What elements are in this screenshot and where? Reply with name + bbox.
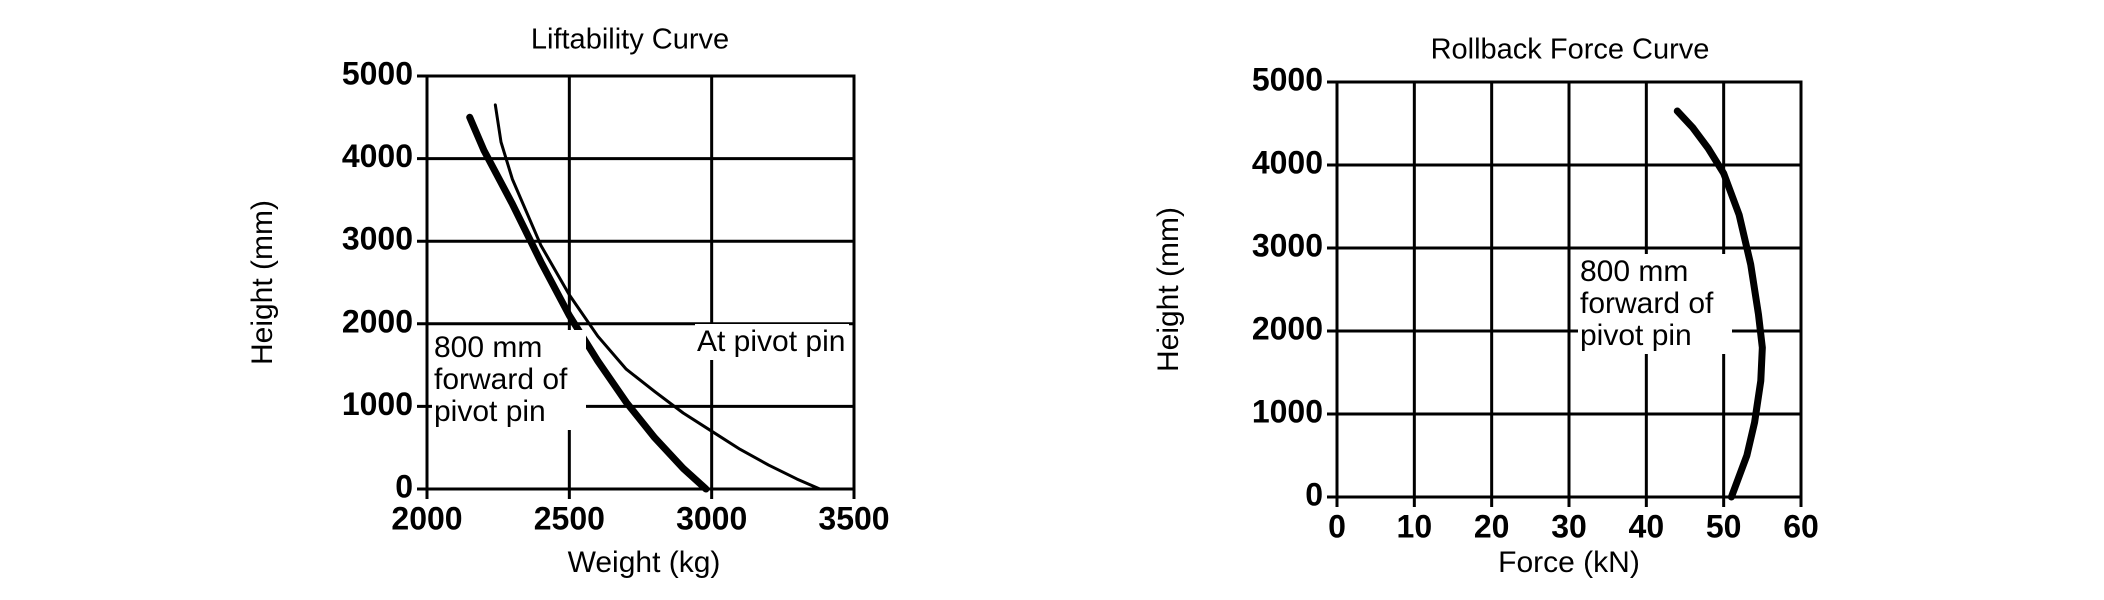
x-tick-label: 20	[1474, 508, 1510, 544]
y-tick-label: 4000	[342, 138, 413, 174]
data-line	[1673, 107, 1766, 501]
x-tick-label: 10	[1397, 508, 1433, 544]
y-tick-label: 3000	[1252, 227, 1323, 263]
series-label: 800 mm forward of pivot pin	[432, 330, 586, 430]
y-axis-label: Height (mm)	[1152, 207, 1185, 372]
x-tick-label: 0	[1328, 508, 1346, 544]
y-tick-label: 4000	[1252, 144, 1323, 180]
y-tick-label: 0	[395, 468, 413, 504]
y-tick-label: 1000	[342, 386, 413, 422]
y-axis-label: Height (mm)	[246, 200, 279, 365]
x-tick-label: 3000	[676, 500, 747, 536]
chart-title: Rollback Force Curve	[1431, 34, 1710, 66]
y-tick-label: 2000	[1252, 310, 1323, 346]
x-tick-label: 3500	[818, 500, 889, 536]
x-tick-label: 2000	[391, 500, 462, 536]
data-line	[466, 113, 710, 493]
data-line	[493, 103, 822, 491]
series-label: At pivot pin	[695, 324, 849, 360]
x-tick-label: 50	[1706, 508, 1742, 544]
plot-frame	[1335, 80, 1803, 499]
plot-frame	[425, 74, 856, 491]
x-axis-label: Force (kN)	[1498, 546, 1640, 579]
y-tick-label: 5000	[1252, 61, 1323, 97]
y-tick-label: 3000	[342, 221, 413, 257]
y-tick-label: 5000	[342, 55, 413, 91]
x-tick-label: 60	[1783, 508, 1819, 544]
y-tick-label: 2000	[342, 303, 413, 339]
x-axis-label: Weight (kg)	[568, 546, 721, 579]
y-tick-label: 1000	[1252, 393, 1323, 429]
x-tick-label: 30	[1551, 508, 1587, 544]
y-tick-label: 0	[1305, 476, 1323, 512]
x-tick-label: 2500	[534, 500, 605, 536]
chart-title: Liftability Curve	[531, 24, 729, 56]
x-tick-label: 40	[1629, 508, 1665, 544]
series-label: 800 mm forward of pivot pin	[1578, 254, 1732, 354]
